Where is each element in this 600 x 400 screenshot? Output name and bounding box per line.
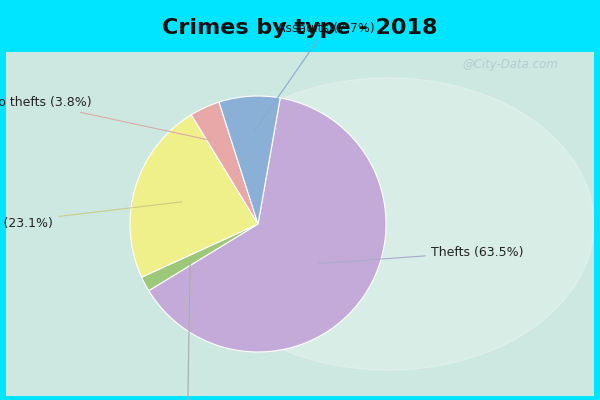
Text: @City-Data.com: @City-Data.com	[462, 58, 558, 71]
Wedge shape	[142, 224, 258, 291]
Text: Burglaries (23.1%): Burglaries (23.1%)	[0, 202, 182, 230]
Text: Assaults (7.7%): Assaults (7.7%)	[254, 22, 375, 132]
Text: Auto thefts (3.8%): Auto thefts (3.8%)	[0, 96, 218, 142]
Text: Rapes (1.9%): Rapes (1.9%)	[146, 263, 230, 400]
Wedge shape	[219, 96, 280, 224]
Wedge shape	[149, 98, 386, 352]
Text: Thefts (63.5%): Thefts (63.5%)	[319, 246, 523, 264]
Ellipse shape	[182, 78, 594, 370]
Text: Crimes by type - 2018: Crimes by type - 2018	[162, 18, 438, 38]
Wedge shape	[191, 102, 258, 224]
Wedge shape	[130, 115, 258, 277]
